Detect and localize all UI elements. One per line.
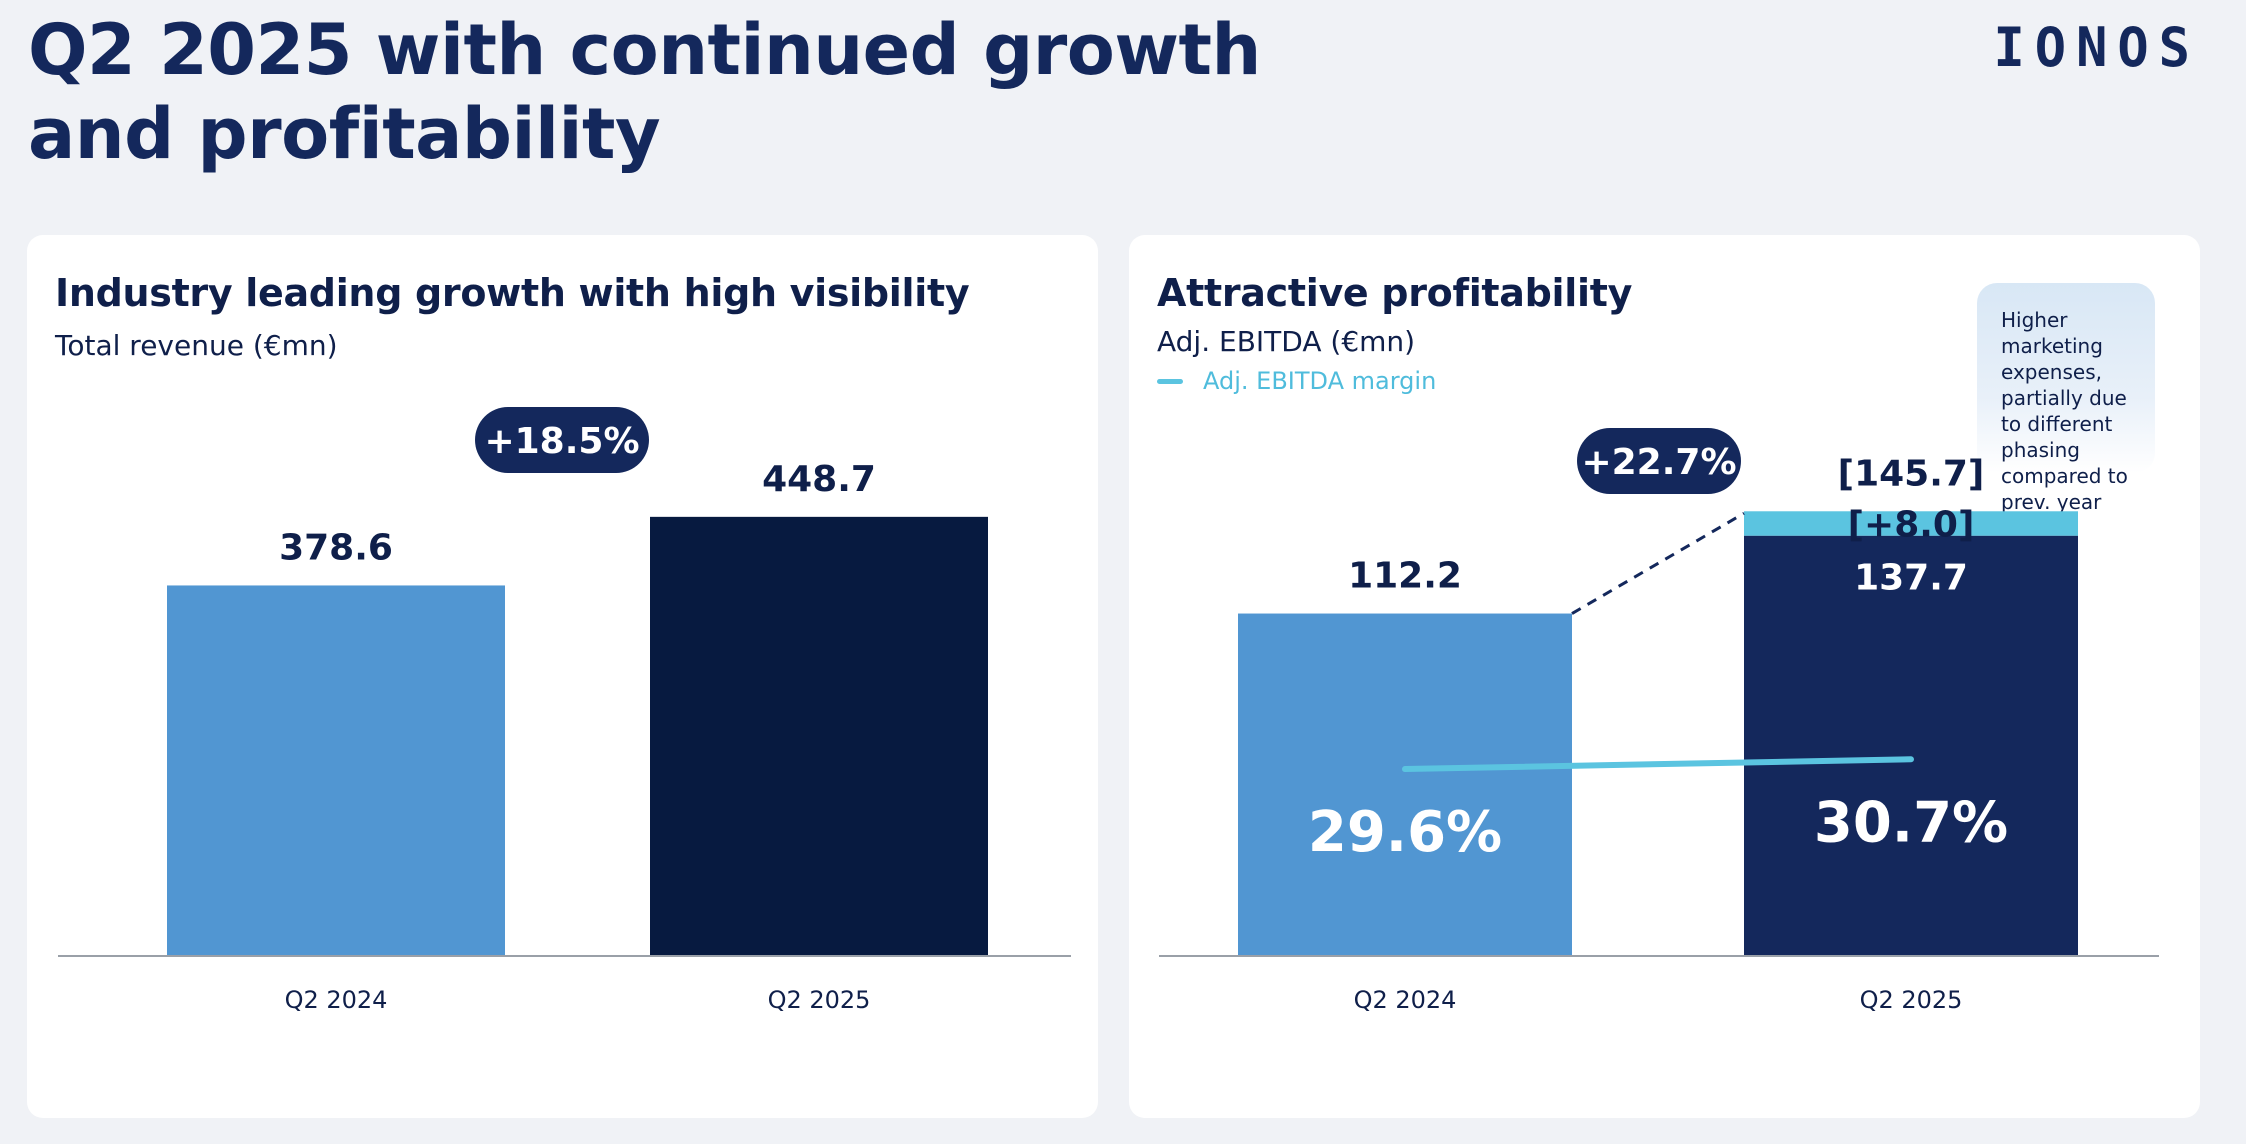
revenue-panel: Industry leading growth with high visibi…: [27, 235, 1098, 1118]
revenue-growth-pill: [475, 407, 649, 473]
revenue-value-label-q2-2024: 378.6: [279, 527, 393, 568]
ebitda-increment-label: [+8.0]: [1848, 504, 1975, 545]
revenue-growth-label: +18.5%: [484, 421, 639, 462]
ebitda-growth-label: +22.7%: [1581, 442, 1736, 483]
margin-label-q2-2024: 29.6%: [1308, 800, 1502, 865]
ebitda-panel-subtitle: Adj. EBITDA (€mn): [1157, 325, 1416, 358]
ebitda-panel-heading: Attractive profitability: [1157, 271, 1633, 315]
ebitda-growth-pill: [1577, 428, 1741, 494]
ebitda-value-label-q2-2025: 137.7: [1854, 558, 1968, 599]
margin-label-q2-2025: 30.7%: [1814, 790, 2008, 855]
revenue-tick-q2-2025: Q2 2025: [768, 986, 871, 1014]
ebitda-increment-bar: [1744, 511, 2078, 536]
ebitda-tick-q2-2025: Q2 2025: [1860, 986, 1963, 1014]
revenue-chart: 378.6 448.7 Q2 2024 Q2 2025 +18.5%: [58, 407, 1071, 1014]
marketing-note: Higher marketing expenses, partially due…: [1977, 283, 2155, 514]
margin-line: [1402, 756, 1914, 773]
legend-line-swatch: [1157, 378, 1183, 384]
revenue-panel-subtitle: Total revenue (€mn): [55, 329, 338, 362]
ebitda-panel: Attractive profitability Adj. EBITDA (€m…: [1129, 235, 2200, 1118]
ebitda-bar-q2-2025: [1744, 535, 2078, 956]
page-title: Q2 2025 with continued growth and profit…: [28, 8, 1261, 176]
ebitda-bar-q2-2024: [1238, 613, 1572, 956]
ebitda-connector-dashed: [1571, 511, 1745, 615]
revenue-panel-heading: Industry leading growth with high visibi…: [55, 271, 970, 315]
revenue-bar-q2-2025: [650, 516, 988, 956]
ebitda-value-label-q2-2024: 112.2: [1348, 556, 1462, 597]
revenue-bar-q2-2024: [167, 585, 505, 956]
revenue-tick-q2-2024: Q2 2024: [285, 986, 388, 1014]
ebitda-chart: 112.2 137.7 [+8.0] [145.7] 29.6% 30.7% Q…: [1159, 428, 2159, 1014]
ionos-logo: IONOS: [1993, 16, 2200, 80]
ebitda-legend: Adj. EBITDA margin: [1143, 367, 1436, 395]
page-title-line-2: and profitability: [28, 93, 661, 175]
ebitda-adjusted-total-label: [145.7]: [1838, 453, 1985, 494]
revenue-value-label-q2-2025: 448.7: [762, 459, 876, 500]
legend-margin-label: Adj. EBITDA margin: [1203, 367, 1437, 395]
ebitda-tick-q2-2024: Q2 2024: [1354, 986, 1457, 1014]
page-title-line-1: Q2 2025 with continued growth: [28, 9, 1261, 91]
